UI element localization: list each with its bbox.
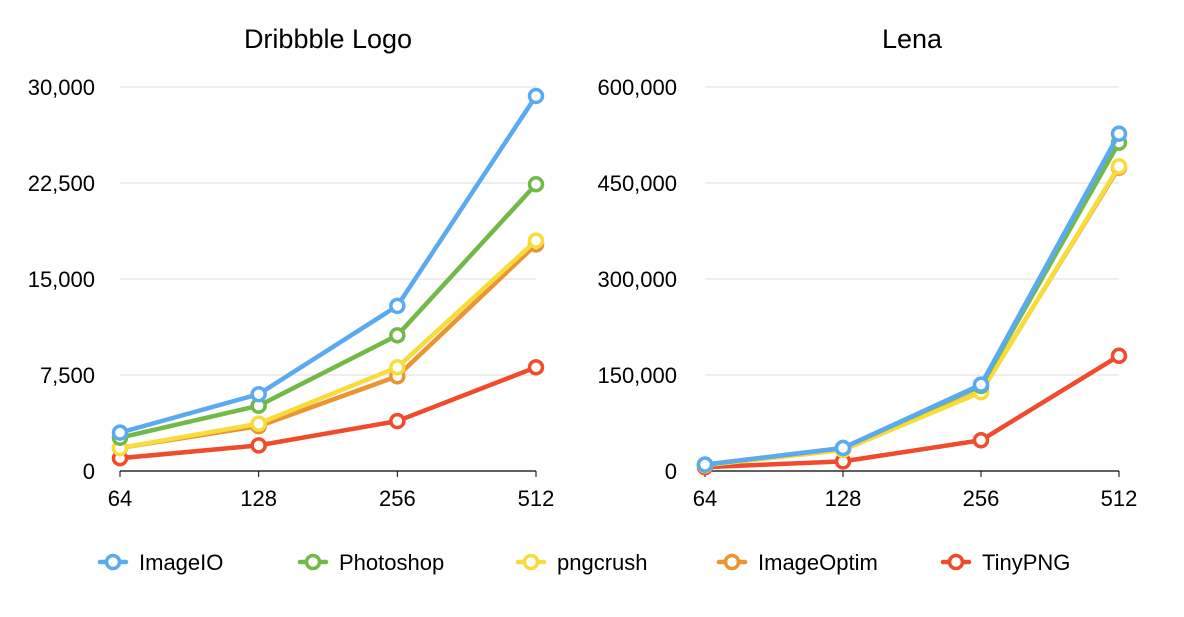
- y-tick-label: 15,000: [28, 267, 95, 292]
- data-point: [972, 432, 990, 449]
- series-line: [702, 353, 1122, 470]
- legend-item-imageio: ImageIO: [97, 550, 223, 575]
- data-point: [389, 412, 406, 430]
- legend-swatch-marker: [723, 553, 741, 571]
- x-tick-label: 256: [379, 486, 416, 511]
- legend-swatch-marker: [522, 553, 540, 571]
- data-point: [389, 359, 406, 376]
- chart-title: Dribbble Logo: [244, 24, 412, 54]
- data-point: [389, 297, 406, 315]
- data-point: [389, 327, 406, 344]
- legend-swatch-marker: [947, 553, 965, 571]
- series-line: [117, 182, 539, 440]
- x-tick-label: 64: [108, 486, 132, 511]
- x-tick-label: 128: [825, 486, 862, 511]
- legend-label: ImageIO: [139, 550, 223, 575]
- legend-item-photoshop: Photoshop: [297, 550, 444, 575]
- data-point: [696, 456, 714, 473]
- legend-item-imageoptim: ImageOptim: [716, 550, 878, 575]
- y-tick-label: 450,000: [597, 171, 677, 196]
- y-tick-label: 22,500: [28, 171, 95, 196]
- series-imageoptim: [111, 236, 545, 457]
- x-tick-label: 512: [1101, 486, 1138, 511]
- data-point: [1110, 158, 1128, 175]
- legend-label: TinyPNG: [982, 550, 1070, 575]
- legend-item-pngcrush: pngcrush: [515, 550, 648, 575]
- series-tinypng: [696, 347, 1128, 476]
- series-line: [117, 365, 539, 461]
- legend-swatch-marker: [104, 553, 122, 571]
- data-point: [527, 87, 545, 105]
- y-tick-label: 300,000: [597, 267, 677, 292]
- x-tick-label: 64: [693, 486, 717, 511]
- data-point: [527, 359, 545, 376]
- data-point: [527, 232, 545, 249]
- data-point: [1110, 125, 1128, 142]
- data-point: [111, 424, 129, 441]
- series-imageoptim: [696, 159, 1128, 474]
- data-point: [250, 415, 267, 432]
- legend-label: pngcrush: [557, 550, 648, 575]
- y-tick-label: 7,500: [40, 363, 95, 388]
- data-point: [834, 439, 852, 457]
- chart-panel-2: Lena 0 150,000 300,000 450,000 600,000 64 128 25…: [597, 24, 1137, 511]
- series-tinypng: [111, 359, 545, 467]
- chart-panel-1: Dribbble Logo 0 7,500 15,000 22,500 30,000 64 1…: [28, 24, 555, 511]
- y-tick-label: 0: [83, 459, 95, 484]
- series-imageio: [696, 125, 1128, 473]
- legend-label: Photoshop: [339, 550, 444, 575]
- x-tick-label: 512: [518, 486, 555, 511]
- series-imageio: [111, 87, 545, 441]
- x-tick-label: 256: [963, 486, 1000, 511]
- legend-item-tinypng: TinyPNG: [940, 550, 1070, 575]
- series-photoshop: [111, 176, 545, 446]
- series-line: [117, 93, 539, 435]
- data-point: [250, 437, 267, 454]
- data-point: [250, 385, 267, 403]
- legend: ImageIO Photoshop pngcrush ImageOptim TinyPN…: [97, 550, 1070, 575]
- y-tick-label: 30,000: [28, 75, 95, 100]
- data-point: [527, 176, 545, 193]
- series-pngcrush: [111, 232, 545, 457]
- data-point: [1110, 347, 1128, 365]
- series-line: [702, 164, 1122, 468]
- series-line: [702, 131, 1122, 467]
- data-point: [972, 376, 990, 393]
- y-tick-label: 600,000: [597, 75, 677, 100]
- legend-swatch-marker: [304, 553, 322, 571]
- legend-label: ImageOptim: [758, 550, 878, 575]
- series-line: [117, 238, 539, 451]
- chart-title: Lena: [882, 24, 943, 54]
- y-tick-label: 0: [665, 459, 677, 484]
- x-tick-label: 128: [240, 486, 277, 511]
- y-tick-label: 150,000: [597, 363, 677, 388]
- series-pngcrush: [696, 158, 1128, 474]
